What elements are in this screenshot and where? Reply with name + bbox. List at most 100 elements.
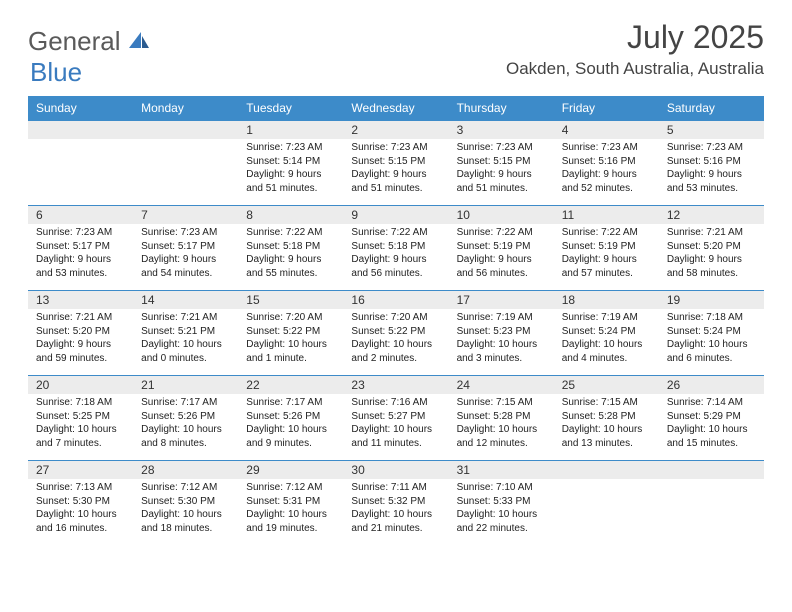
daylight-text: Daylight: 10 hours and 21 minutes.	[351, 508, 444, 535]
weekday-header: Thursday	[449, 96, 554, 121]
day-number-cell: 15	[238, 291, 343, 310]
day-number-cell: 28	[133, 461, 238, 480]
day-number-cell	[659, 461, 764, 480]
daylight-text: Daylight: 9 hours and 51 minutes.	[246, 168, 339, 195]
sunrise-text: Sunrise: 7:19 AM	[457, 311, 550, 325]
sunset-text: Sunset: 5:28 PM	[562, 410, 655, 424]
day-data-cell: Sunrise: 7:21 AMSunset: 5:21 PMDaylight:…	[133, 309, 238, 376]
daylight-text: Daylight: 9 hours and 54 minutes.	[141, 253, 234, 280]
day-data-cell	[554, 479, 659, 545]
day-number-cell: 22	[238, 376, 343, 395]
sunset-text: Sunset: 5:19 PM	[457, 240, 550, 254]
day-data-cell: Sunrise: 7:15 AMSunset: 5:28 PMDaylight:…	[554, 394, 659, 461]
sunrise-text: Sunrise: 7:13 AM	[36, 481, 129, 495]
day-number-cell: 23	[343, 376, 448, 395]
sunrise-text: Sunrise: 7:22 AM	[562, 226, 655, 240]
daylight-text: Daylight: 10 hours and 11 minutes.	[351, 423, 444, 450]
sunrise-text: Sunrise: 7:23 AM	[562, 141, 655, 155]
sunset-text: Sunset: 5:19 PM	[562, 240, 655, 254]
day-number-cell: 12	[659, 206, 764, 225]
day-data-cell: Sunrise: 7:22 AMSunset: 5:18 PMDaylight:…	[238, 224, 343, 291]
day-number-cell: 24	[449, 376, 554, 395]
day-data-cell: Sunrise: 7:20 AMSunset: 5:22 PMDaylight:…	[238, 309, 343, 376]
day-number-cell: 20	[28, 376, 133, 395]
day-number-cell: 27	[28, 461, 133, 480]
sunset-text: Sunset: 5:29 PM	[667, 410, 760, 424]
sunrise-text: Sunrise: 7:23 AM	[141, 226, 234, 240]
sunrise-text: Sunrise: 7:14 AM	[667, 396, 760, 410]
day-data-cell: Sunrise: 7:19 AMSunset: 5:23 PMDaylight:…	[449, 309, 554, 376]
sunset-text: Sunset: 5:21 PM	[141, 325, 234, 339]
daylight-text: Daylight: 9 hours and 51 minutes.	[351, 168, 444, 195]
day-data-cell: Sunrise: 7:23 AMSunset: 5:16 PMDaylight:…	[659, 139, 764, 206]
day-data-cell: Sunrise: 7:22 AMSunset: 5:18 PMDaylight:…	[343, 224, 448, 291]
title-block: July 2025 Oakden, South Australia, Austr…	[506, 20, 764, 79]
daylight-text: Daylight: 9 hours and 53 minutes.	[36, 253, 129, 280]
day-number-row: 12345	[28, 121, 764, 140]
daylight-text: Daylight: 10 hours and 15 minutes.	[667, 423, 760, 450]
sunset-text: Sunset: 5:31 PM	[246, 495, 339, 509]
daylight-text: Daylight: 9 hours and 55 minutes.	[246, 253, 339, 280]
daylight-text: Daylight: 10 hours and 4 minutes.	[562, 338, 655, 365]
location-subtitle: Oakden, South Australia, Australia	[506, 59, 764, 79]
day-data-cell: Sunrise: 7:17 AMSunset: 5:26 PMDaylight:…	[133, 394, 238, 461]
sunset-text: Sunset: 5:17 PM	[141, 240, 234, 254]
sunset-text: Sunset: 5:16 PM	[562, 155, 655, 169]
day-data-cell: Sunrise: 7:23 AMSunset: 5:17 PMDaylight:…	[28, 224, 133, 291]
sunrise-text: Sunrise: 7:12 AM	[141, 481, 234, 495]
day-data-cell: Sunrise: 7:12 AMSunset: 5:30 PMDaylight:…	[133, 479, 238, 545]
daylight-text: Daylight: 9 hours and 57 minutes.	[562, 253, 655, 280]
daylight-text: Daylight: 9 hours and 52 minutes.	[562, 168, 655, 195]
day-data-cell: Sunrise: 7:10 AMSunset: 5:33 PMDaylight:…	[449, 479, 554, 545]
logo: General Blue	[28, 26, 151, 88]
day-data-cell: Sunrise: 7:18 AMSunset: 5:25 PMDaylight:…	[28, 394, 133, 461]
sunset-text: Sunset: 5:26 PM	[246, 410, 339, 424]
sunrise-text: Sunrise: 7:23 AM	[36, 226, 129, 240]
day-data-cell: Sunrise: 7:23 AMSunset: 5:16 PMDaylight:…	[554, 139, 659, 206]
day-number-cell: 8	[238, 206, 343, 225]
daylight-text: Daylight: 9 hours and 53 minutes.	[667, 168, 760, 195]
sunset-text: Sunset: 5:15 PM	[351, 155, 444, 169]
sunrise-text: Sunrise: 7:23 AM	[457, 141, 550, 155]
logo-sail-icon	[127, 30, 151, 50]
day-number-cell: 21	[133, 376, 238, 395]
daylight-text: Daylight: 10 hours and 19 minutes.	[246, 508, 339, 535]
weekday-header: Saturday	[659, 96, 764, 121]
sunrise-text: Sunrise: 7:23 AM	[246, 141, 339, 155]
daylight-text: Daylight: 10 hours and 9 minutes.	[246, 423, 339, 450]
sunset-text: Sunset: 5:17 PM	[36, 240, 129, 254]
daylight-text: Daylight: 10 hours and 7 minutes.	[36, 423, 129, 450]
sunset-text: Sunset: 5:16 PM	[667, 155, 760, 169]
sunrise-text: Sunrise: 7:23 AM	[351, 141, 444, 155]
day-number-cell: 17	[449, 291, 554, 310]
daylight-text: Daylight: 10 hours and 0 minutes.	[141, 338, 234, 365]
day-number-row: 2728293031	[28, 461, 764, 480]
page-title: July 2025	[506, 20, 764, 55]
sunrise-text: Sunrise: 7:21 AM	[667, 226, 760, 240]
sunrise-text: Sunrise: 7:10 AM	[457, 481, 550, 495]
sunrise-text: Sunrise: 7:15 AM	[562, 396, 655, 410]
day-number-cell: 6	[28, 206, 133, 225]
day-data-row: Sunrise: 7:21 AMSunset: 5:20 PMDaylight:…	[28, 309, 764, 376]
sunset-text: Sunset: 5:23 PM	[457, 325, 550, 339]
sunset-text: Sunset: 5:22 PM	[246, 325, 339, 339]
daylight-text: Daylight: 10 hours and 16 minutes.	[36, 508, 129, 535]
sunrise-text: Sunrise: 7:11 AM	[351, 481, 444, 495]
logo-text-wrap: General Blue	[28, 26, 151, 88]
day-data-cell: Sunrise: 7:22 AMSunset: 5:19 PMDaylight:…	[449, 224, 554, 291]
logo-text-general: General	[28, 26, 121, 56]
sunrise-text: Sunrise: 7:20 AM	[351, 311, 444, 325]
sunset-text: Sunset: 5:18 PM	[246, 240, 339, 254]
day-data-cell: Sunrise: 7:22 AMSunset: 5:19 PMDaylight:…	[554, 224, 659, 291]
sunrise-text: Sunrise: 7:18 AM	[667, 311, 760, 325]
day-number-cell	[28, 121, 133, 140]
calendar-head: Sunday Monday Tuesday Wednesday Thursday…	[28, 96, 764, 121]
day-number-cell: 10	[449, 206, 554, 225]
daylight-text: Daylight: 10 hours and 2 minutes.	[351, 338, 444, 365]
day-number-cell: 5	[659, 121, 764, 140]
day-number-cell: 30	[343, 461, 448, 480]
day-number-cell: 19	[659, 291, 764, 310]
day-data-cell: Sunrise: 7:20 AMSunset: 5:22 PMDaylight:…	[343, 309, 448, 376]
sunset-text: Sunset: 5:30 PM	[36, 495, 129, 509]
day-data-cell: Sunrise: 7:13 AMSunset: 5:30 PMDaylight:…	[28, 479, 133, 545]
